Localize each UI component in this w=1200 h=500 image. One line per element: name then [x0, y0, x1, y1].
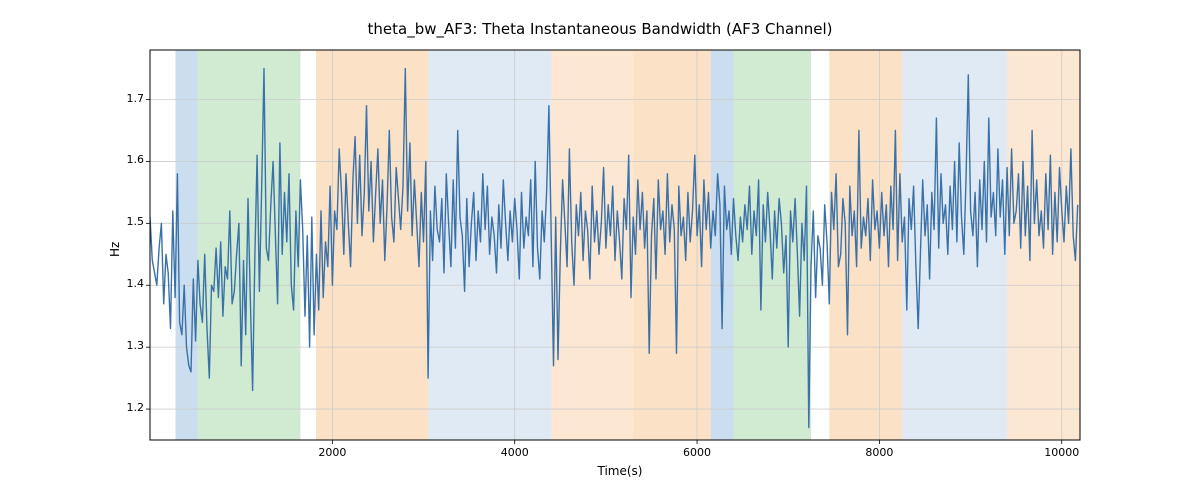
y-tick-label: 1.4	[114, 277, 144, 290]
x-tick-label: 8000	[859, 446, 899, 459]
x-tick-label: 10000	[1042, 446, 1082, 459]
y-tick-label: 1.7	[114, 92, 144, 105]
y-tick-label: 1.6	[114, 153, 144, 166]
plot-area	[0, 0, 1200, 500]
y-tick-label: 1.2	[114, 401, 144, 414]
x-tick-label: 4000	[495, 446, 535, 459]
y-tick-label: 1.5	[114, 215, 144, 228]
x-tick-label: 6000	[677, 446, 717, 459]
chart-container: theta_bw_AF3: Theta Instantaneous Bandwi…	[0, 0, 1200, 500]
y-tick-label: 1.3	[114, 339, 144, 352]
x-tick-label: 2000	[312, 446, 352, 459]
